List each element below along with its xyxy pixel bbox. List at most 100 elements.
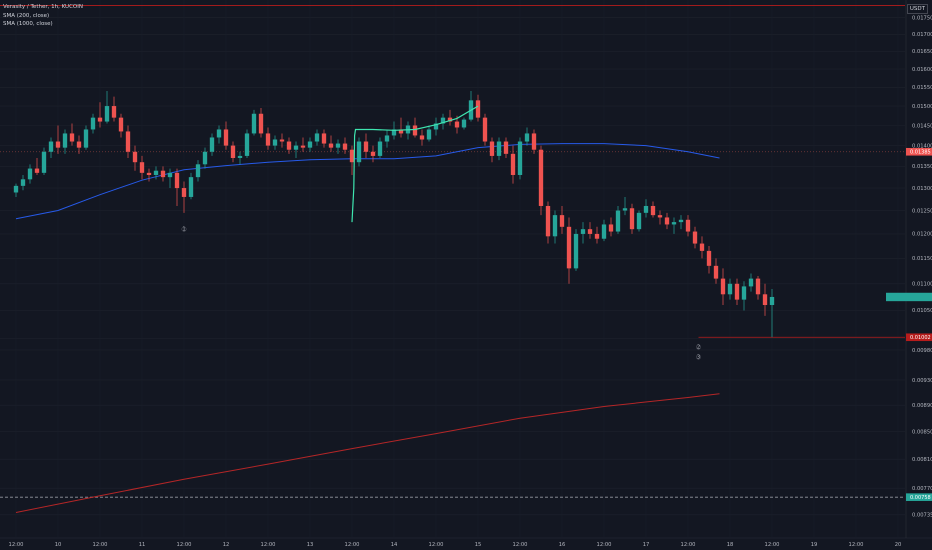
- candle[interactable]: [342, 137, 348, 154]
- candle[interactable]: [720, 268, 726, 306]
- candle[interactable]: [384, 129, 390, 148]
- candle[interactable]: [314, 129, 320, 146]
- candle[interactable]: [440, 113, 446, 130]
- candle[interactable]: [153, 166, 159, 180]
- candle[interactable]: [433, 117, 439, 136]
- candle[interactable]: [762, 283, 768, 316]
- candle[interactable]: [580, 222, 586, 244]
- candle[interactable]: [622, 196, 628, 216]
- candle[interactable]: [139, 155, 145, 180]
- candle[interactable]: [237, 151, 243, 165]
- candle[interactable]: [307, 137, 313, 152]
- candle[interactable]: [489, 137, 495, 163]
- sma-1000-label[interactable]: SMA (1000, close): [3, 21, 53, 27]
- candle[interactable]: [62, 129, 68, 154]
- candle[interactable]: [195, 160, 201, 182]
- candle[interactable]: [524, 127, 530, 146]
- candle[interactable]: [664, 212, 670, 230]
- candle[interactable]: [363, 133, 369, 159]
- candle[interactable]: [132, 145, 138, 171]
- candle[interactable]: [601, 219, 607, 242]
- candle[interactable]: [629, 203, 635, 234]
- candle[interactable]: [552, 210, 558, 244]
- candle[interactable]: [636, 210, 642, 232]
- candle[interactable]: [216, 125, 222, 144]
- candle[interactable]: [111, 96, 117, 122]
- candle[interactable]: [447, 109, 453, 126]
- candle[interactable]: [727, 278, 733, 300]
- candle[interactable]: [83, 125, 89, 150]
- price-axis[interactable]: 0.01750 0.01700 0.01650 0.01600 0.01550 0.015…: [905, 0, 932, 550]
- candle[interactable]: [41, 147, 47, 175]
- candle[interactable]: [146, 168, 152, 182]
- candle[interactable]: [713, 258, 719, 284]
- candle[interactable]: [202, 147, 208, 169]
- candle[interactable]: [223, 121, 229, 150]
- candle[interactable]: [741, 281, 747, 311]
- candle[interactable]: [748, 273, 754, 292]
- candle[interactable]: [769, 289, 775, 338]
- time-axis[interactable]: 12:00 10 12:00 11 12:00 12 12:00 13 12:00 14 12:00…: [0, 537, 932, 548]
- candle[interactable]: [48, 137, 54, 159]
- symbol-title[interactable]: Verasity / Tether, 1h, KUCOIN: [3, 4, 83, 10]
- candle[interactable]: [426, 125, 432, 142]
- candle[interactable]: [34, 158, 40, 175]
- candle[interactable]: [286, 137, 292, 154]
- candle[interactable]: [20, 174, 26, 191]
- candle[interactable]: [538, 145, 544, 216]
- candle[interactable]: [482, 113, 488, 146]
- candle[interactable]: [174, 168, 180, 206]
- candle[interactable]: [349, 145, 355, 175]
- candle[interactable]: [650, 201, 656, 218]
- candle[interactable]: [181, 181, 187, 213]
- candle[interactable]: [97, 102, 103, 128]
- sma-200-label[interactable]: SMA (200, close): [3, 12, 50, 19]
- candle[interactable]: [356, 137, 362, 167]
- candle[interactable]: [643, 199, 649, 218]
- candle[interactable]: [587, 222, 593, 239]
- candle[interactable]: [461, 117, 467, 130]
- candle[interactable]: [531, 129, 537, 154]
- candle[interactable]: [209, 133, 215, 156]
- candle[interactable]: [559, 205, 565, 234]
- candle[interactable]: [685, 215, 691, 237]
- candle[interactable]: [412, 117, 418, 138]
- candle[interactable]: [755, 276, 761, 300]
- candle[interactable]: [321, 129, 327, 148]
- candle[interactable]: [706, 245, 712, 274]
- candle[interactable]: [496, 137, 502, 161]
- candle[interactable]: [104, 90, 110, 124]
- candle[interactable]: [398, 117, 404, 138]
- candle[interactable]: [545, 201, 551, 244]
- candle[interactable]: [244, 129, 250, 159]
- candle[interactable]: [608, 217, 614, 237]
- currency-button[interactable]: USDT: [906, 4, 928, 14]
- candle[interactable]: [594, 226, 600, 244]
- candle[interactable]: [272, 135, 278, 150]
- candle[interactable]: [251, 109, 257, 136]
- candle[interactable]: [419, 129, 425, 146]
- candle[interactable]: [699, 236, 705, 259]
- candle[interactable]: [573, 229, 579, 271]
- candle[interactable]: [293, 141, 299, 159]
- candle[interactable]: [69, 123, 75, 146]
- candle[interactable]: [370, 145, 376, 163]
- candle[interactable]: [279, 133, 285, 148]
- candle[interactable]: [734, 278, 740, 306]
- candle[interactable]: [678, 215, 684, 230]
- candle[interactable]: [692, 226, 698, 249]
- candle[interactable]: [657, 210, 663, 225]
- candle[interactable]: [475, 94, 481, 122]
- candle[interactable]: [13, 183, 19, 197]
- candle[interactable]: [188, 172, 194, 200]
- candle[interactable]: [265, 127, 271, 150]
- candle[interactable]: [300, 137, 306, 152]
- candle[interactable]: [517, 137, 523, 180]
- candle[interactable]: [167, 168, 173, 189]
- candle[interactable]: [566, 217, 572, 284]
- candle[interactable]: [55, 125, 61, 154]
- candle[interactable]: [615, 205, 621, 234]
- candle[interactable]: [671, 217, 677, 234]
